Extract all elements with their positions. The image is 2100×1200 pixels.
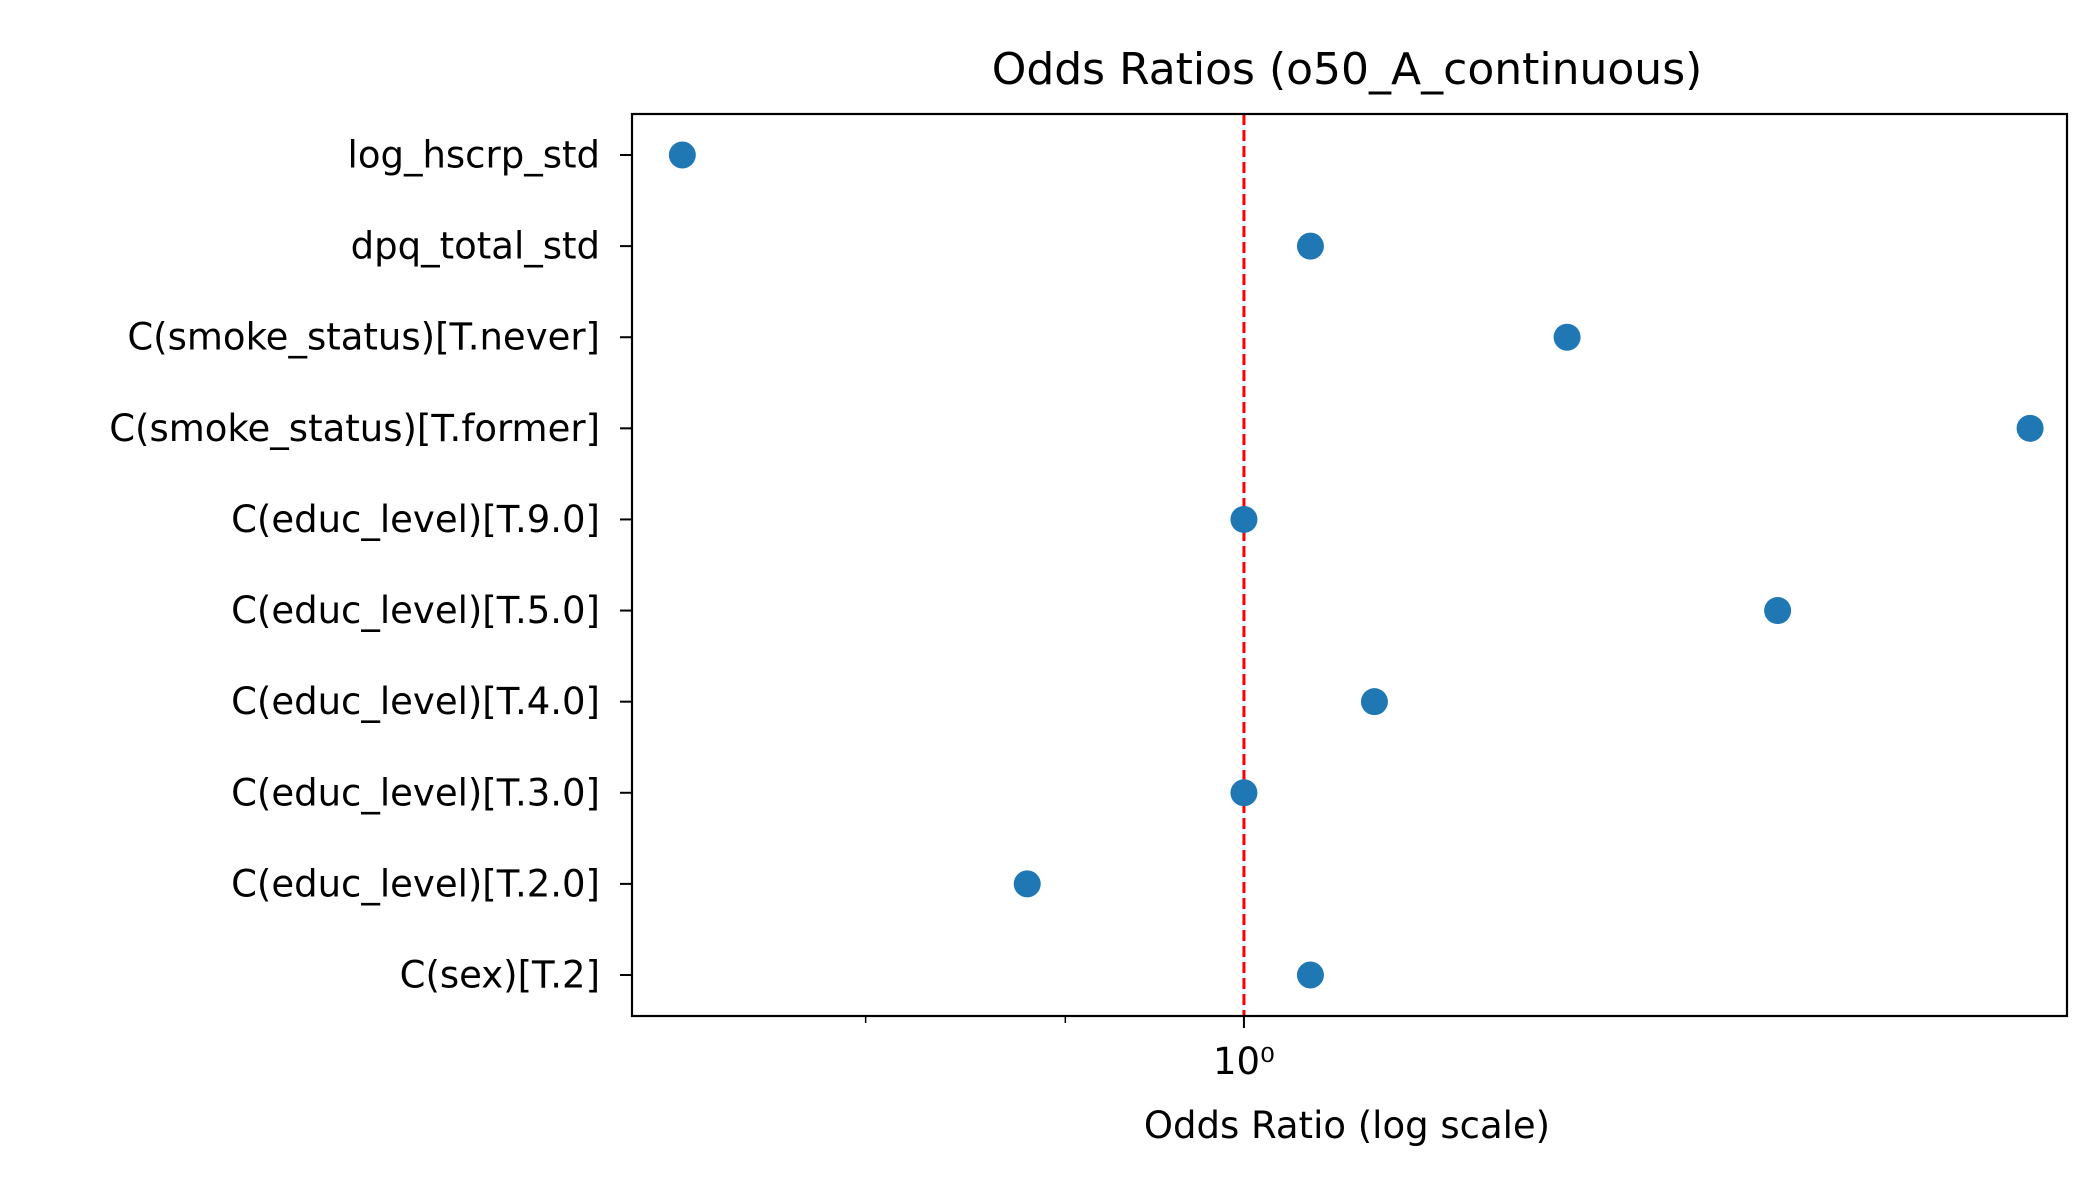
data-point: [1553, 323, 1581, 351]
y-axis: C(sex)[T.2] C(educ_level)[T.2.0] C(educ_le…: [109, 134, 632, 997]
x-axis-label: Odds Ratio (log scale): [1144, 1104, 1550, 1147]
data-point: [1230, 505, 1258, 533]
data-point: [1296, 961, 1324, 989]
data-point: [668, 141, 696, 169]
chart-title: Odds Ratios (o50_A_continuous): [992, 44, 1703, 95]
y-tick-label: C(educ_level)[T.3.0]: [231, 771, 600, 814]
y-tick-label: log_hscrp_std: [348, 134, 600, 177]
y-tick-label: C(smoke_status)[T.never]: [127, 316, 600, 359]
data-point: [1360, 688, 1388, 716]
y-tick-label: C(sex)[T.2]: [400, 954, 600, 997]
y-tick-label: C(educ_level)[T.9.0]: [231, 498, 600, 541]
data-point: [1013, 870, 1041, 898]
x-axis: 10⁰: [864, 1016, 1275, 1083]
plot-frame: [630, 112, 2069, 1018]
data-point: [1296, 232, 1324, 260]
y-tick-label: C(educ_level)[T.5.0]: [231, 589, 600, 632]
data-point: [1230, 779, 1258, 807]
data-point: [1764, 597, 1792, 625]
y-tick-label: dpq_total_std: [351, 225, 600, 268]
x-tick-label: 10⁰: [1213, 1040, 1275, 1083]
data-point: [2016, 414, 2044, 442]
y-tick-label: C(educ_level)[T.4.0]: [231, 680, 600, 723]
y-tick-label: C(educ_level)[T.2.0]: [231, 862, 600, 905]
points-layer: [668, 141, 2044, 989]
y-tick-label: C(smoke_status)[T.former]: [109, 407, 600, 450]
